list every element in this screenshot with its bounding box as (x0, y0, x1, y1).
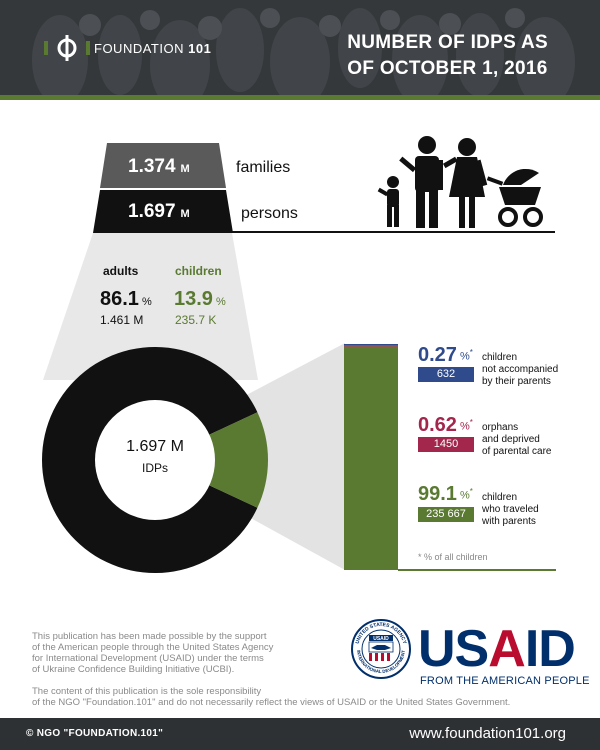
persons-label: persons (241, 205, 298, 222)
children-count: 235.7 K (175, 313, 217, 327)
not-accompanied-percentage: 0.27 %* (418, 344, 473, 366)
bar-segment-not-accompanied (344, 344, 398, 346)
header-banner: FOUNDATION 101 NUMBER OF IDPS AS OF OCTO… (0, 0, 600, 100)
with-parents-description: children who traveled with parents (482, 492, 539, 527)
adults-count: 1.461 M (100, 313, 144, 327)
children-percentage: 13.9% (174, 288, 226, 310)
not-accompanied-count-badge: 632 (418, 367, 474, 382)
bar-segment-orphans (344, 345, 398, 347)
footer-bar: © NGO "FOUNDATION.101" www.foundation101… (0, 718, 600, 750)
responsibility-disclaimer: The content of this publication is the s… (32, 686, 511, 708)
persons-box (93, 190, 233, 233)
page-title: NUMBER OF IDPS AS OF OCTOBER 1, 2016 (347, 32, 548, 79)
usaid-wordmark: USAID (418, 620, 576, 678)
with-parents-count-badge: 235 667 (418, 507, 474, 522)
foundation-logo-text: FOUNDATION 101 (94, 40, 212, 56)
bar-segment-with-parents (344, 346, 398, 570)
usaid-tagline: FROM THE AMERICAN PEOPLE (420, 675, 590, 687)
idp-donut-chart (42, 347, 269, 573)
children-label: children (175, 264, 222, 278)
foundation-logo: FOUNDATION 101 (42, 35, 211, 61)
percentage-footnote: * % of all children (418, 552, 488, 562)
copyright-text: © NGO "FOUNDATION.101" (26, 728, 164, 739)
usaid-seal-icon: UNITED STATES AGENCY INTERNATIONAL DEVEL… (351, 619, 411, 679)
svg-text:USAID: USAID (373, 636, 389, 642)
orphans-percentage: 0.62 %* (418, 414, 473, 436)
funnel-shade-top (43, 233, 258, 380)
children-breakdown-bar (344, 344, 556, 571)
donut-center-label: IDPs (141, 461, 168, 475)
adults-percentage: 86.1% (100, 288, 152, 310)
donut-hole (95, 400, 215, 520)
header-accent-bar (0, 95, 600, 100)
families-label: families (236, 159, 291, 176)
not-accompanied-description: children not accompanied by their parent… (482, 352, 559, 387)
donut-center-value: 1.697 M (126, 438, 184, 455)
orphans-description: orphans and deprived of parental care (482, 422, 552, 457)
family-icon (377, 136, 543, 228)
crowd-photo-background (0, 0, 600, 100)
persons-value: 1.697 M (128, 201, 190, 222)
support-disclaimer: This publication has been made possible … (32, 631, 274, 675)
orphans-count-badge: 1450 (418, 437, 474, 452)
families-box (100, 143, 226, 188)
foundation-logo-icon (44, 35, 90, 61)
website-link[interactable]: www.foundation101.org (409, 725, 566, 742)
families-value: 1.374 M (128, 156, 190, 177)
with-parents-percentage: 99.1 %* (418, 483, 473, 505)
adults-label: adults (103, 264, 139, 278)
